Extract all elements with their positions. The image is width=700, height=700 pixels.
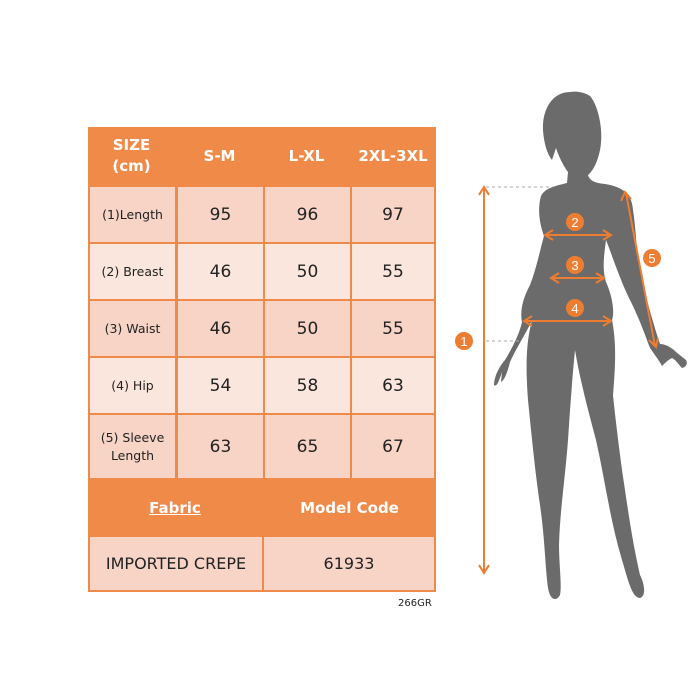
svg-text:4: 4: [571, 301, 578, 316]
size-value: 63: [178, 415, 263, 478]
marker-5: 5: [643, 249, 661, 267]
svg-text:3: 3: [571, 258, 578, 273]
size-value: 65: [265, 415, 350, 478]
size-value: 95: [178, 187, 263, 242]
size-value: 46: [178, 244, 263, 299]
sleeve-arrow: [625, 192, 656, 347]
size-value: 55: [352, 244, 434, 299]
model-code-value: 61933: [264, 537, 434, 590]
marker-4: 4: [566, 299, 584, 317]
row-label: (3) Waist: [90, 301, 175, 356]
row-label: (1)Length: [90, 187, 175, 242]
marker-3: 3: [566, 256, 584, 274]
row-label: (4) Hip: [90, 358, 175, 413]
fabric-header: Fabric: [149, 498, 201, 517]
size-value: 96: [265, 187, 350, 242]
row-label-line: (5) Sleeve: [100, 429, 165, 445]
row-label-line: Length: [110, 447, 155, 463]
size-value: 55: [352, 301, 434, 356]
marker-1: 1: [455, 332, 473, 350]
svg-text:1: 1: [460, 334, 467, 349]
size-value: 63: [352, 358, 434, 413]
marker-2: 2: [566, 213, 584, 231]
woman-silhouette: [494, 91, 687, 600]
row-label: (5) Sleeve Length: [90, 415, 175, 478]
size-value: 46: [178, 301, 263, 356]
size-value: 50: [265, 301, 350, 356]
size-chart-table: SIZE (cm) S-M L-XL 2XL-3XL (1)Length 95 96…: [88, 127, 436, 592]
header-s-m: S-M: [203, 147, 236, 165]
size-value: 97: [352, 187, 434, 242]
row-label: (2) Breast: [90, 244, 175, 299]
model-code-header: Model Code: [300, 498, 399, 517]
svg-text:2: 2: [571, 215, 578, 230]
header-unit-label: (cm): [112, 157, 151, 175]
product-code: 266GR: [398, 598, 432, 609]
size-value: 67: [352, 415, 434, 478]
size-value: 54: [178, 358, 263, 413]
size-value: 50: [265, 244, 350, 299]
header-size: SIZE (cm): [88, 127, 175, 185]
header-2xl-3xl: 2XL-3XL: [358, 147, 428, 165]
header-size-label: SIZE: [112, 136, 151, 154]
svg-text:5: 5: [648, 251, 655, 266]
size-value: 58: [265, 358, 350, 413]
measurement-arrows: [478, 185, 659, 575]
header-l-xl: L-XL: [288, 147, 325, 165]
fabric-value: IMPORTED CREPE: [90, 537, 262, 590]
